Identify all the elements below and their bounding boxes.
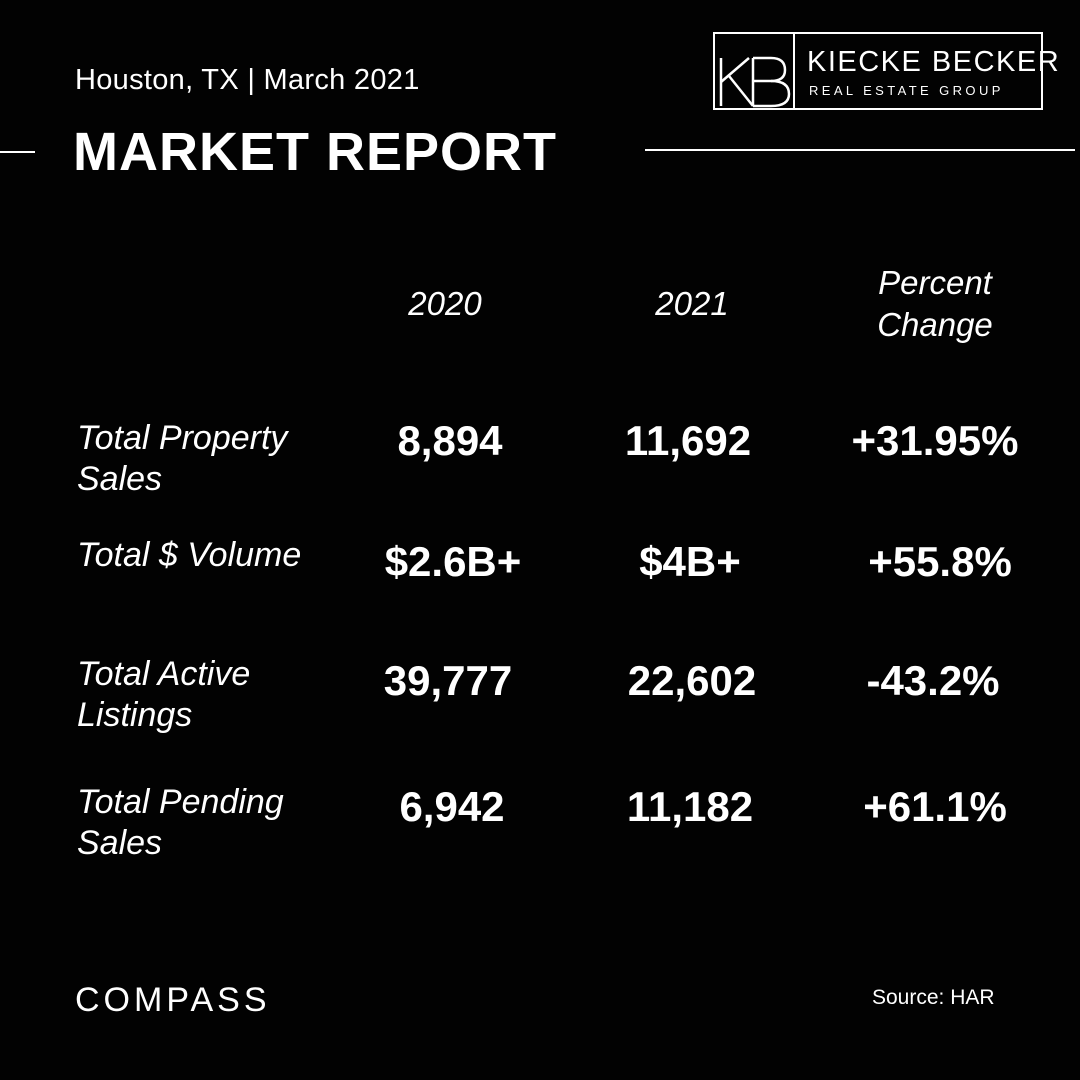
row-label-total-active-listings: Total Active Listings [77, 655, 251, 734]
cell-value: $4B+ [639, 538, 741, 585]
source-note: Source: HAR [872, 986, 995, 1009]
row-label-total-pending-sales: Total Pending Sales [77, 783, 284, 862]
cell-value: +61.1% [863, 783, 1007, 830]
row-label-total-volume: Total $ Volume [77, 536, 302, 574]
title-rule-right [645, 149, 1075, 151]
column-header-2021: 2021 [655, 285, 729, 322]
report-subtitle: Houston, TX | March 2021 [75, 64, 420, 96]
row-label-total-property-sales: Total Property Sales [77, 419, 288, 498]
cell-value: 11,182 [626, 783, 754, 830]
compass-logo: COMPASS [75, 981, 271, 1019]
column-header-percent-change: Percent Change [877, 264, 993, 343]
kiecke-becker-logo: KIECKE BECKER REAL ESTATE GROUP [713, 32, 1059, 110]
logo-divider [793, 34, 795, 108]
cell-value: +31.95% [851, 417, 1019, 464]
page-title: MARKET REPORT [73, 122, 557, 182]
cell-value: 6,942 [399, 783, 505, 830]
logo-name: KIECKE BECKER [807, 46, 1061, 78]
column-header-2020: 2020 [408, 285, 482, 322]
cell-value: +55.8% [868, 538, 1012, 585]
logo-tagline: REAL ESTATE GROUP [809, 83, 1004, 98]
cell-value: 8,894 [397, 417, 503, 464]
cell-value: 39,777 [383, 657, 513, 704]
cell-value: $2.6B+ [384, 538, 522, 585]
cell-value: 11,692 [624, 417, 752, 464]
cell-value: 22,602 [627, 657, 757, 704]
title-rule-left [0, 151, 35, 153]
kb-monogram-icon [719, 56, 791, 108]
cell-value: -43.2% [866, 657, 1000, 704]
